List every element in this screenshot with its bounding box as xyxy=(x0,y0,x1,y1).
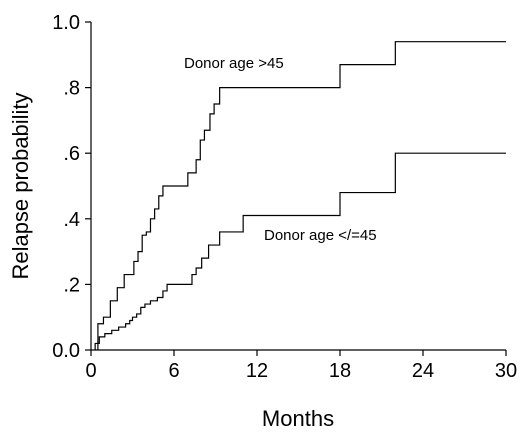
series-label-donor-age-45-or-under: Donor age </=45 xyxy=(264,227,377,244)
series-line-donor-age-over-45 xyxy=(97,41,506,350)
y-ticks: 0.0 .2 .4 .6 .8 1.0 xyxy=(52,12,91,362)
x-tick-label: 0 xyxy=(85,360,96,382)
x-tick-label: 30 xyxy=(495,360,517,382)
y-tick-label: .4 xyxy=(63,209,80,231)
x-ticks: 0 6 12 18 24 30 xyxy=(85,350,517,382)
x-tick-label: 6 xyxy=(168,360,179,382)
x-tick-label: 24 xyxy=(412,360,434,382)
series-line-donor-age-45-or-under xyxy=(94,152,506,350)
axes: 0.0 .2 .4 .6 .8 1.0 0 6 12 18 24 30 xyxy=(52,12,517,382)
series-label-donor-age-over-45: Donor age >45 xyxy=(184,55,284,72)
y-axis-title: Relapse probability xyxy=(8,92,33,279)
annotations: Donor age >45 Donor age </=45 xyxy=(184,55,377,244)
y-tick-label: .2 xyxy=(63,274,80,296)
x-tick-label: 12 xyxy=(246,360,268,382)
y-tick-label: 0.0 xyxy=(52,340,80,362)
y-tick-label: .8 xyxy=(63,78,80,100)
x-axis-title: Months xyxy=(262,406,334,431)
y-tick-label: 1.0 xyxy=(52,12,80,34)
y-tick-label: .6 xyxy=(63,143,80,165)
x-tick-label: 18 xyxy=(329,360,351,382)
series-layer xyxy=(94,41,506,350)
